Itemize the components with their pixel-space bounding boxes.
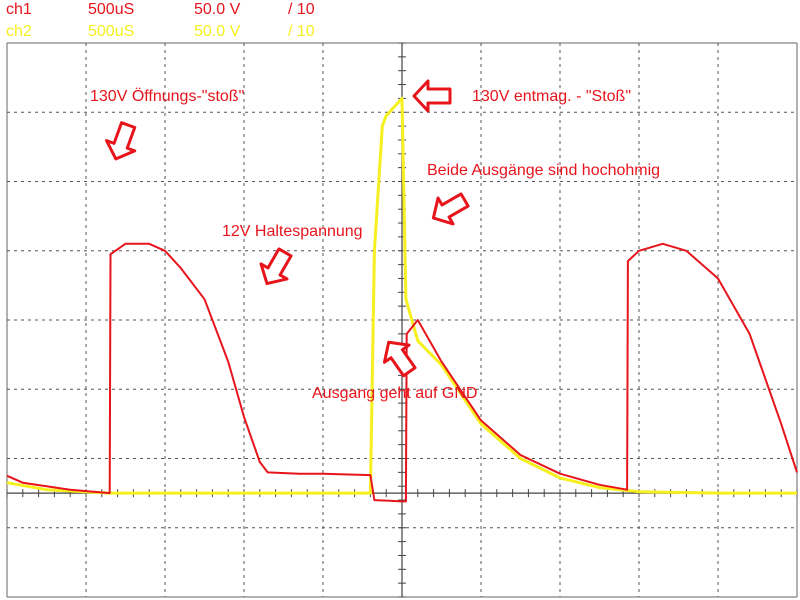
ch1-label: ch1 — [6, 1, 32, 18]
annotation-arrows — [105, 79, 470, 378]
arrow-demag-pulse-icon — [412, 79, 452, 113]
arrow-output-gnd-icon — [382, 340, 417, 378]
ch2-probe-factor: / 10 — [288, 23, 315, 40]
annotation-hold-voltage: 12V Haltespannung — [222, 223, 363, 240]
traces — [6, 96, 798, 503]
ch1-timebase: 500uS — [88, 1, 135, 18]
ch1-volts-per-div: 50.0 V — [194, 1, 241, 18]
arrow-open-pulse-icon — [105, 121, 137, 161]
trace-ch1 — [6, 242, 798, 503]
ch2-timebase: 500uS — [88, 23, 135, 40]
trace-ch2 — [6, 96, 797, 495]
ch2-label: ch2 — [6, 23, 32, 40]
arrow-hold-voltage-icon — [259, 247, 293, 286]
annotation-open-pulse: 130V Öffnungs-"stoß" — [90, 87, 244, 105]
annotation-demag-pulse: 130V entmag. - "Stoß" — [472, 88, 631, 105]
ch1-probe-factor: / 10 — [288, 1, 315, 18]
ch2-volts-per-div: 50.0 V — [194, 23, 241, 40]
annotation-output-gnd: Ausgang geht auf GND — [312, 385, 477, 402]
annotation-high-impedance: Beide Ausgänge sind hochohmig — [427, 162, 660, 179]
arrow-high-impedance-icon — [431, 192, 470, 226]
